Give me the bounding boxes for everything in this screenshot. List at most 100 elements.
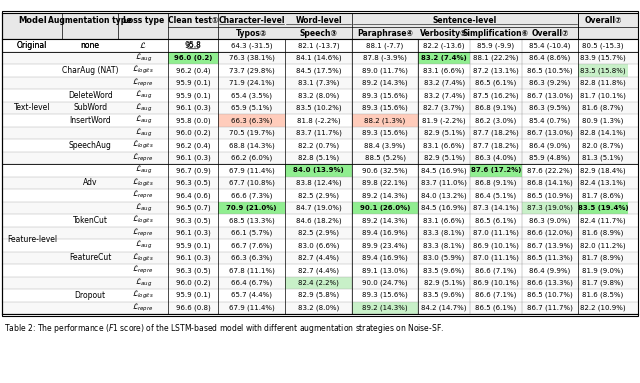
Text: 86.7 (11.7%): 86.7 (11.7%) bbox=[527, 304, 573, 311]
Text: 81.9 (9.0%): 81.9 (9.0%) bbox=[582, 267, 624, 273]
Text: 96.0 (0.2): 96.0 (0.2) bbox=[174, 55, 212, 61]
Text: 80.9 (1.3%): 80.9 (1.3%) bbox=[582, 117, 624, 123]
Text: 81.6 (8.5%): 81.6 (8.5%) bbox=[582, 292, 623, 298]
Text: 86.5 (6.1%): 86.5 (6.1%) bbox=[476, 80, 516, 86]
Text: 81.3 (5.1%): 81.3 (5.1%) bbox=[582, 154, 623, 161]
Text: 84.5 (16.9%): 84.5 (16.9%) bbox=[421, 205, 467, 211]
Text: 67.7 (10.8%): 67.7 (10.8%) bbox=[228, 180, 275, 186]
Bar bbox=[3, 101, 638, 114]
Bar bbox=[470, 164, 522, 177]
Text: 73.7 (29.8%): 73.7 (29.8%) bbox=[228, 67, 275, 74]
Text: $\mathcal{L}_{aug}$: $\mathcal{L}_{aug}$ bbox=[134, 52, 152, 64]
Bar bbox=[3, 289, 638, 301]
Text: 83.7 (11.0%): 83.7 (11.0%) bbox=[421, 180, 467, 186]
Text: 95.8: 95.8 bbox=[186, 42, 201, 48]
Text: 89.3 (15.6%): 89.3 (15.6%) bbox=[362, 292, 408, 298]
Text: 87.0 (11.1%): 87.0 (11.1%) bbox=[473, 254, 519, 261]
Text: $\mathcal{L}$: $\mathcal{L}$ bbox=[140, 40, 147, 50]
Text: 88.2 (1.3%): 88.2 (1.3%) bbox=[364, 117, 406, 123]
Text: Original: Original bbox=[17, 41, 47, 50]
Text: 82.7 (4.4%): 82.7 (4.4%) bbox=[298, 254, 339, 261]
Text: Dropout: Dropout bbox=[75, 291, 106, 300]
Text: 86.4 (5.1%): 86.4 (5.1%) bbox=[476, 192, 516, 198]
Text: 89.3 (15.6%): 89.3 (15.6%) bbox=[362, 105, 408, 111]
Text: 95.9 (0.1): 95.9 (0.1) bbox=[176, 242, 211, 249]
Bar bbox=[578, 201, 628, 214]
Text: $\mathcal{L}_{logits}$: $\mathcal{L}_{logits}$ bbox=[132, 214, 154, 226]
Text: 67.9 (11.4%): 67.9 (11.4%) bbox=[228, 304, 275, 311]
Text: 87.8 (-3.9%): 87.8 (-3.9%) bbox=[363, 54, 407, 61]
Text: DeleteWord: DeleteWord bbox=[68, 91, 113, 100]
Text: 83.3 (8.1%): 83.3 (8.1%) bbox=[424, 242, 465, 249]
Text: 87.3 (14.1%): 87.3 (14.1%) bbox=[473, 205, 519, 211]
Bar bbox=[3, 252, 638, 264]
Bar bbox=[578, 13, 628, 39]
Text: Overall⑦: Overall⑦ bbox=[531, 28, 569, 38]
Bar bbox=[418, 51, 470, 64]
Bar bbox=[3, 39, 638, 51]
Bar bbox=[3, 126, 638, 139]
Text: 82.4 (2.2%): 82.4 (2.2%) bbox=[298, 280, 339, 286]
Text: 82.4 (11.7%): 82.4 (11.7%) bbox=[580, 217, 626, 224]
Text: 83.1 (6.6%): 83.1 (6.6%) bbox=[424, 142, 465, 149]
Text: 86.5 (6.1%): 86.5 (6.1%) bbox=[476, 217, 516, 224]
Text: $\mathcal{L}_{aug}$: $\mathcal{L}_{aug}$ bbox=[134, 114, 152, 126]
Text: 89.1 (13.0%): 89.1 (13.0%) bbox=[362, 267, 408, 273]
Text: $\mathcal{L}_{aug}$: $\mathcal{L}_{aug}$ bbox=[134, 277, 152, 289]
Text: 67.9 (11.4%): 67.9 (11.4%) bbox=[228, 167, 275, 173]
Text: $\mathcal{L}_{logits}$: $\mathcal{L}_{logits}$ bbox=[132, 289, 154, 301]
Text: 90.6 (32.5%): 90.6 (32.5%) bbox=[362, 167, 408, 173]
Text: 85.4 (0.7%): 85.4 (0.7%) bbox=[529, 117, 571, 123]
Text: 83.3 (8.1%): 83.3 (8.1%) bbox=[424, 229, 465, 236]
Bar bbox=[352, 114, 418, 126]
Text: 82.2 (0.7%): 82.2 (0.7%) bbox=[298, 142, 339, 149]
Text: 81.7 (8.6%): 81.7 (8.6%) bbox=[582, 192, 624, 198]
Text: 66.3 (6.3%): 66.3 (6.3%) bbox=[231, 117, 273, 123]
Text: 66.7 (7.6%): 66.7 (7.6%) bbox=[231, 242, 273, 249]
Text: Loss type: Loss type bbox=[123, 15, 164, 25]
Text: 95.8 (0.0): 95.8 (0.0) bbox=[176, 117, 211, 123]
Text: $\mathcal{L}_{logits}$: $\mathcal{L}_{logits}$ bbox=[132, 139, 154, 151]
Text: 86.6 (7.1%): 86.6 (7.1%) bbox=[476, 267, 516, 273]
Text: 82.9 (5.8%): 82.9 (5.8%) bbox=[298, 292, 339, 298]
Text: 82.0 (8.7%): 82.0 (8.7%) bbox=[582, 142, 623, 149]
Text: 85.9 (-9.9): 85.9 (-9.9) bbox=[477, 42, 515, 49]
Text: 83.5 (10.2%): 83.5 (10.2%) bbox=[296, 105, 342, 111]
Text: 89.4 (16.9%): 89.4 (16.9%) bbox=[362, 254, 408, 261]
Bar bbox=[62, 13, 118, 39]
Bar bbox=[352, 301, 418, 314]
Text: 89.2 (14.3%): 89.2 (14.3%) bbox=[362, 217, 408, 224]
Text: 87.0 (11.1%): 87.0 (11.1%) bbox=[473, 229, 519, 236]
Text: 86.7 (13.0%): 86.7 (13.0%) bbox=[527, 92, 573, 98]
Text: Simplification⑥: Simplification⑥ bbox=[463, 28, 529, 38]
Bar bbox=[218, 201, 285, 214]
Bar bbox=[418, 13, 470, 39]
Text: 95.9 (0.1): 95.9 (0.1) bbox=[176, 92, 211, 98]
Bar bbox=[285, 164, 352, 177]
Bar bbox=[3, 51, 638, 64]
Text: 83.8 (12.4%): 83.8 (12.4%) bbox=[296, 180, 342, 186]
Bar bbox=[3, 77, 638, 89]
Text: $\mathcal{L}_{logits}$: $\mathcal{L}_{logits}$ bbox=[132, 177, 154, 189]
Text: 86.6 (12.0%): 86.6 (12.0%) bbox=[527, 229, 573, 236]
Text: $\mathcal{L}_{aug}$: $\mathcal{L}_{aug}$ bbox=[134, 89, 152, 101]
Text: 89.2 (14.3%): 89.2 (14.3%) bbox=[362, 192, 408, 198]
Text: 86.8 (14.1%): 86.8 (14.1%) bbox=[527, 180, 573, 186]
Text: 84.0 (13.2%): 84.0 (13.2%) bbox=[421, 192, 467, 198]
Text: 86.5 (10.5%): 86.5 (10.5%) bbox=[527, 67, 573, 74]
Text: 83.9 (15.7%): 83.9 (15.7%) bbox=[580, 54, 626, 61]
Text: 86.4 (9.0%): 86.4 (9.0%) bbox=[529, 142, 571, 149]
Text: 88.4 (3.9%): 88.4 (3.9%) bbox=[364, 142, 406, 149]
Text: TokenCut: TokenCut bbox=[73, 216, 108, 225]
Text: 66.1 (5.7%): 66.1 (5.7%) bbox=[231, 229, 272, 236]
Text: 83.2 (8.0%): 83.2 (8.0%) bbox=[298, 304, 339, 311]
Text: 86.3 (9.2%): 86.3 (9.2%) bbox=[529, 80, 571, 86]
Bar bbox=[352, 201, 418, 214]
Text: 81.7 (8.9%): 81.7 (8.9%) bbox=[582, 254, 624, 261]
Bar bbox=[3, 177, 638, 189]
Text: 83.5 (9.6%): 83.5 (9.6%) bbox=[424, 267, 465, 273]
Text: 87.5 (16.2%): 87.5 (16.2%) bbox=[473, 92, 519, 98]
Text: 90.0 (24.7%): 90.0 (24.7%) bbox=[362, 280, 408, 286]
Text: Model: Model bbox=[18, 15, 47, 25]
Text: 96.1 (0.3): 96.1 (0.3) bbox=[176, 254, 211, 261]
